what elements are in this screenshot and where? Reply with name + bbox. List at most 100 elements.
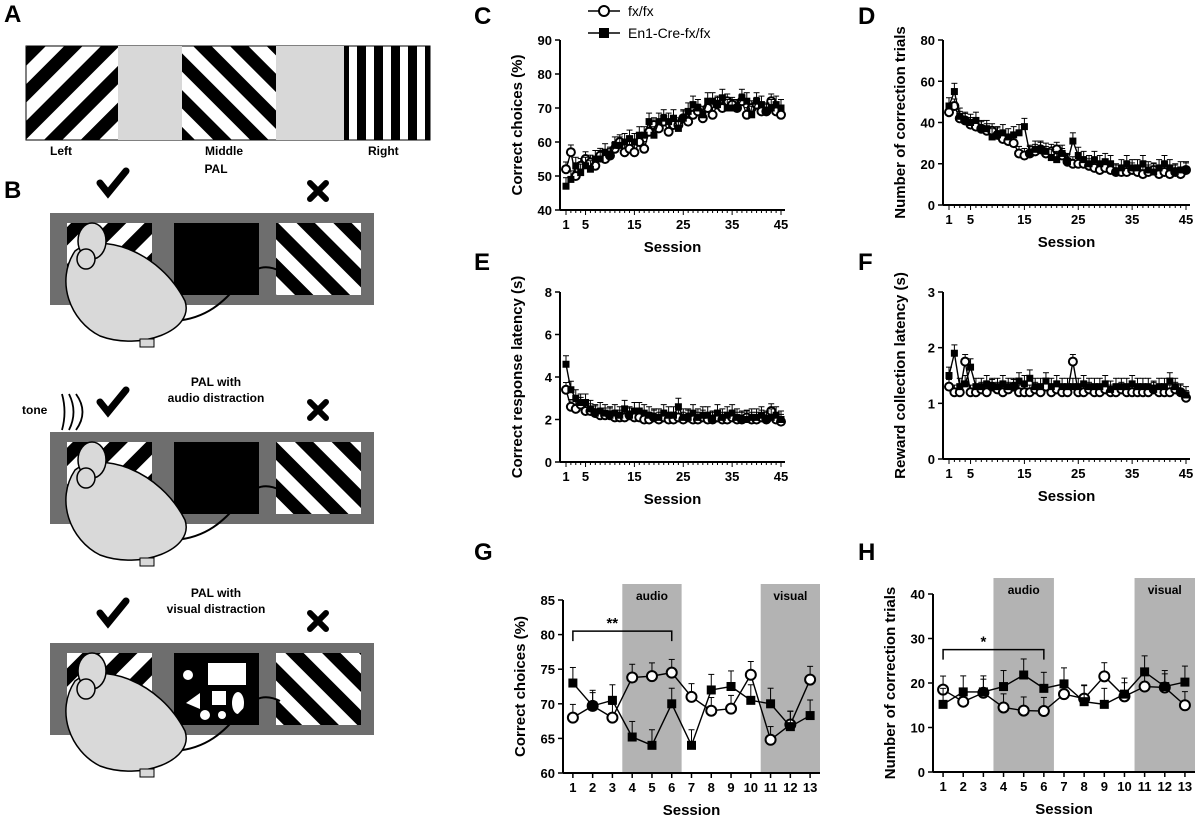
data-point-en1 <box>743 97 751 105</box>
data-point-en1 <box>596 407 604 415</box>
data-point-en1 <box>772 101 780 109</box>
data-point-en1 <box>647 740 657 750</box>
data-point-en1 <box>757 101 765 109</box>
data-point-en1 <box>687 740 696 750</box>
data-point-en1 <box>591 155 599 163</box>
distractor-dot-3 <box>218 711 226 719</box>
data-point-en1 <box>674 403 682 411</box>
data-point-en1 <box>616 141 624 149</box>
data-point-en1 <box>1128 164 1136 172</box>
x-tick-label: 4 <box>1000 779 1008 794</box>
panel-letter-h: H <box>858 539 875 566</box>
data-point-en1 <box>1037 145 1045 153</box>
data-point-en1 <box>645 411 653 419</box>
data-point-en1 <box>1085 160 1093 168</box>
schematic-title: PAL <box>204 162 227 176</box>
x-axis-label: Session <box>644 491 702 508</box>
data-point-en1 <box>956 112 964 120</box>
data-point-en1 <box>630 407 638 415</box>
data-point-fx <box>566 711 579 724</box>
data-point-fx <box>725 702 738 715</box>
data-point-en1 <box>607 695 617 705</box>
data-point-en1 <box>1015 377 1023 385</box>
y-tick-label: 70 <box>538 101 552 116</box>
data-point-en1 <box>1059 679 1069 689</box>
x-tick-label: 5 <box>1020 779 1027 794</box>
data-point-en1 <box>1177 388 1185 396</box>
y-tick-label: 2 <box>545 413 552 428</box>
data-point-en1 <box>777 416 785 423</box>
data-point-en1 <box>1107 160 1115 168</box>
data-point-en1 <box>1047 383 1055 391</box>
y-tick-label: 10 <box>911 721 925 736</box>
data-point-en1 <box>1160 160 1168 168</box>
data-point-fx <box>997 701 1010 714</box>
schematic-title: PAL with <box>191 586 241 600</box>
data-point-en1 <box>999 380 1007 388</box>
x-tick-label: 7 <box>1060 779 1067 794</box>
label-right: Right <box>368 144 399 158</box>
data-point-en1 <box>1177 166 1185 174</box>
legend-marker-fx <box>598 5 610 17</box>
y-tick-label: 0 <box>918 765 925 780</box>
data-point-fx <box>707 109 718 120</box>
data-point-en1 <box>616 411 624 419</box>
data-point-en1 <box>972 383 980 391</box>
middle-window <box>174 442 259 514</box>
x-tick-label: 35 <box>725 217 739 232</box>
data-point-en1 <box>1042 147 1050 155</box>
x-tick-label: 35 <box>725 469 739 484</box>
sound-wave-icon <box>61 393 66 431</box>
data-point-en1 <box>684 107 692 115</box>
data-point-en1 <box>956 383 964 391</box>
y-tick-label: 80 <box>538 67 552 82</box>
data-point-en1 <box>606 411 614 419</box>
data-point-en1 <box>757 411 765 419</box>
y-axis-label: Correct choices (%) <box>509 55 526 196</box>
data-point-en1 <box>738 416 746 423</box>
data-point-en1 <box>999 129 1007 137</box>
data-point-en1 <box>1180 677 1190 687</box>
x-axis-label: Session <box>1038 234 1096 251</box>
data-point-en1 <box>699 411 707 419</box>
data-point-en1 <box>582 162 590 170</box>
data-point-fx <box>1037 705 1050 718</box>
distractor-square <box>212 691 226 705</box>
schematic-visual: PAL with visual distraction <box>50 586 374 778</box>
data-point-en1 <box>645 118 653 126</box>
data-point-en1 <box>1171 168 1179 176</box>
label-middle: Middle <box>205 144 243 158</box>
distractor-dot <box>183 670 193 680</box>
left-stimulus <box>26 46 118 140</box>
data-point-en1 <box>1160 383 1168 391</box>
x-tick-label: 5 <box>967 466 974 481</box>
data-point-en1 <box>1139 160 1147 168</box>
y-tick-label: 2 <box>928 341 935 356</box>
y-axis-label: Number of correction trials <box>892 26 909 219</box>
data-point-en1 <box>694 104 702 112</box>
x-tick-label: 1 <box>939 779 946 794</box>
data-point-en1 <box>718 94 726 102</box>
x-tick-label: 5 <box>967 212 974 227</box>
data-point-en1 <box>694 413 702 421</box>
data-point-en1 <box>777 104 785 112</box>
data-point-en1 <box>670 411 677 419</box>
mouse-foot <box>139 768 155 778</box>
x-tick-label: 12 <box>783 780 797 795</box>
x-tick-label: 8 <box>708 780 715 795</box>
data-point-en1 <box>1117 383 1125 391</box>
data-point-en1 <box>977 125 985 133</box>
data-point-en1 <box>961 380 969 388</box>
band-label: visual <box>1148 583 1182 597</box>
x-tick-label: 6 <box>668 780 675 795</box>
data-point-en1 <box>665 411 673 419</box>
data-point-en1 <box>1074 152 1082 159</box>
x-axis-label: Session <box>1035 801 1093 818</box>
mouse-body <box>65 461 187 561</box>
data-point-en1 <box>1150 385 1158 393</box>
x-tick-label: 25 <box>676 469 690 484</box>
data-point-en1 <box>1058 149 1066 157</box>
y-tick-label: 65 <box>541 731 555 746</box>
schematic-audio: PAL with audio distraction tone <box>22 375 374 567</box>
